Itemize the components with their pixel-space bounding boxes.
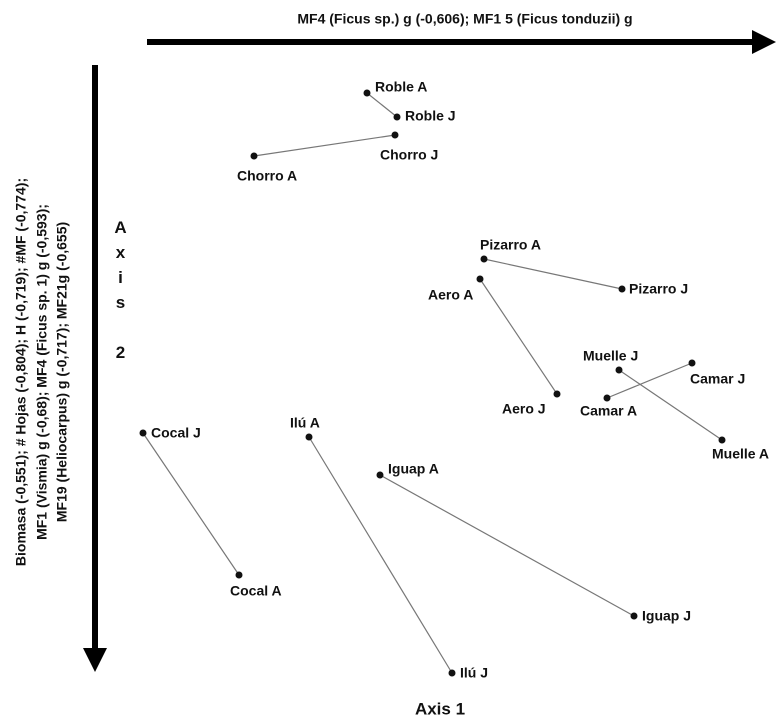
site-label: Ilú J [460, 665, 488, 681]
link [618, 369, 723, 441]
left-axis-label: MF19 (Heliocarpus) g (-0,717); MF21g (-0… [54, 222, 70, 522]
axis-2-arrowhead [83, 648, 107, 672]
site-label: Cocal J [151, 425, 201, 441]
site-point [391, 131, 399, 139]
site-point [250, 152, 258, 160]
site-label: Muelle J [583, 348, 638, 364]
site-label: Camar A [580, 403, 637, 419]
left-axis-label: MF1 (Vismia) g (-0,68); MF4 (Ficus sp. 1… [34, 204, 50, 540]
link [366, 92, 398, 118]
link [253, 134, 396, 157]
site-point [305, 433, 313, 441]
site-label: Pizarro J [629, 281, 688, 297]
site-point [630, 612, 638, 620]
site-point [615, 366, 623, 374]
link [142, 432, 240, 576]
site-point [718, 436, 726, 444]
site-label: Aero J [502, 401, 546, 417]
site-label: Pizarro A [480, 237, 541, 253]
site-point [618, 285, 626, 293]
site-label: Iguap J [642, 608, 691, 624]
site-point [448, 669, 456, 677]
link [483, 258, 623, 290]
axis-2-label: Axis 2 [111, 218, 130, 368]
link [308, 436, 453, 674]
site-label: Roble A [375, 79, 427, 95]
axis-1-label: Axis 1 [415, 699, 465, 718]
site-label: Chorro J [380, 147, 438, 163]
site-point [553, 390, 561, 398]
points [139, 89, 726, 677]
site-point [603, 394, 611, 402]
site-point [376, 471, 384, 479]
site-label: Muelle A [712, 446, 769, 462]
site-point [139, 429, 147, 437]
link [379, 474, 635, 617]
link [479, 278, 558, 395]
site-label: Cocal A [230, 583, 282, 599]
site-point [363, 89, 371, 97]
site-label: Iguap A [388, 461, 439, 477]
site-label: Roble J [405, 108, 456, 124]
labels: Roble A Roble J Chorro J Chorro A Pizarr… [151, 79, 769, 681]
site-label: Aero A [428, 287, 473, 303]
top-axis-label: MF4 (Ficus sp.) g (-0,606); MF1 5 (Ficus… [297, 11, 632, 27]
link [606, 362, 693, 399]
site-point [688, 359, 696, 367]
links [142, 92, 723, 674]
site-point [393, 113, 401, 121]
site-point [235, 571, 243, 579]
left-axis-label: Biomasa (-0,551); # Hojas (-0,804); H (-… [13, 178, 29, 566]
site-label: Camar J [690, 371, 745, 387]
axis-1-arrowhead [752, 30, 776, 54]
site-label: Ilú A [290, 415, 320, 431]
site-point [480, 255, 488, 263]
site-point [476, 275, 484, 283]
site-label: Chorro A [237, 168, 297, 184]
